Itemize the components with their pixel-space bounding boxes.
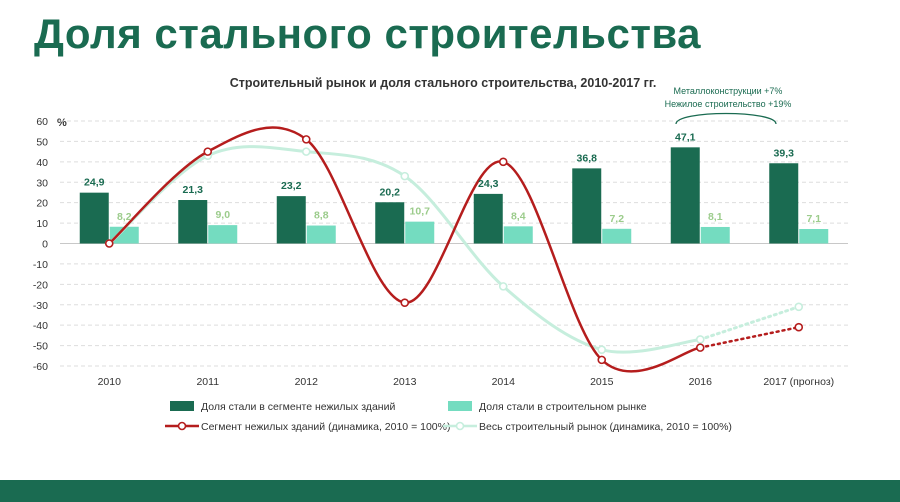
bar-market-2 [306, 225, 336, 244]
bar-nonresidential-5 [572, 168, 602, 244]
y-tick-label: 40 [36, 157, 48, 169]
y-axis-ticks: 60 50 40 30 20 10 0 -10 -20 -30 -40 -50 -60 [33, 116, 48, 373]
y-tick-label: 60 [36, 116, 48, 128]
y-tick-label: -50 [33, 341, 48, 353]
data-label: 8,1 [708, 211, 723, 223]
x-tick-label: 2016 [689, 376, 713, 388]
y-tick-label: -10 [33, 259, 48, 271]
legend-marker [455, 421, 465, 431]
lines [104, 126, 804, 373]
point-market [794, 302, 804, 312]
bar-nonresidential-6 [670, 147, 700, 244]
bar-nonresidential-7 [769, 163, 799, 244]
bar-market-3 [405, 221, 435, 244]
data-label: 9,0 [215, 209, 230, 221]
y-axis-unit: % [57, 117, 67, 129]
point-nonresidential [498, 157, 508, 167]
y-tick-label: 20 [36, 198, 48, 210]
legend-marker [177, 421, 187, 431]
data-label: 8,8 [314, 210, 329, 222]
data-label: 47,1 [675, 131, 696, 143]
chart-title: Строительный рынок и доля стального стро… [230, 76, 657, 90]
data-label: 23,2 [281, 180, 302, 192]
x-tick-label: 2017 (прогноз) [763, 376, 834, 388]
data-labels: 24,9 21,3 23,2 20,2 24,3 36,8 47,1 39,3 8,2 9,0 8,… [84, 131, 821, 225]
y-tick-label: -60 [33, 361, 48, 373]
point-nonresidential [597, 355, 607, 365]
y-tick-label: 10 [36, 218, 48, 230]
point-market [498, 282, 508, 291]
bar-market-1 [208, 225, 238, 244]
data-label: 8,4 [511, 210, 526, 222]
bar-market-4 [503, 226, 533, 244]
x-axis-ticks: 2010 2011 2012 2013 2014 2015 2016 2017 (прогно… [98, 376, 835, 388]
data-label: 24,3 [478, 178, 499, 190]
bar-nonresidential-4 [473, 193, 503, 244]
annotation: Металлоконструкции +7% Нежилое строитель… [665, 86, 792, 125]
annotation-line-2: Нежилое строительство +19% [665, 99, 792, 109]
point-market [400, 171, 410, 181]
y-tick-label: -30 [33, 300, 48, 312]
annotation-brace [675, 112, 777, 125]
page-title: Доля стального строительства [34, 10, 702, 57]
legend-bar-market: Доля стали в строительном рынке [448, 401, 647, 413]
legend-bar-nonresidential: Доля стали в сегменте нежилых зданий [170, 401, 395, 413]
y-tick-label: -40 [33, 320, 48, 332]
x-tick-label: 2012 [295, 376, 319, 388]
bar-nonresidential-3 [375, 202, 405, 244]
x-tick-label: 2010 [98, 376, 122, 388]
legend-label: Сегмент нежилых зданий (динамика, 2010 =… [201, 421, 450, 433]
x-tick-label: 2011 [196, 376, 219, 388]
legend-line-nonresidential: Сегмент нежилых зданий (динамика, 2010 =… [165, 421, 450, 433]
x-tick-label: 2014 [492, 376, 516, 388]
line-nonresidential-forecast [699, 325, 800, 349]
y-tick-label: 50 [36, 136, 48, 148]
bar-nonresidential-0 [79, 192, 109, 244]
y-tick-label: 0 [42, 239, 48, 251]
legend-line-market: Весь строительный рынок (динамика, 2010 … [443, 421, 732, 433]
x-tick-label: 2015 [590, 376, 614, 388]
point-market [695, 335, 705, 344]
data-label: 24,9 [84, 177, 105, 189]
legend-swatch [170, 401, 194, 411]
point-nonresidential [794, 322, 804, 332]
legend: Доля стали в сегменте нежилых зданий Доля… [165, 401, 732, 433]
bar-market-0 [109, 226, 139, 244]
bar-nonresidential-1 [178, 200, 208, 244]
data-label: 10,7 [410, 206, 431, 218]
annotation-line-1: Металлоконструкции +7% [674, 86, 783, 96]
point-nonresidential [203, 147, 213, 156]
y-tick-label: 30 [36, 177, 48, 189]
point-nonresidential [400, 298, 410, 308]
bar-market-6 [700, 226, 730, 244]
point-market [597, 345, 607, 354]
y-tick-label: -20 [33, 279, 48, 291]
footer-bar [0, 480, 900, 502]
bar-market-5 [602, 228, 632, 244]
line-nonresidential [108, 126, 702, 373]
point-nonresidential [695, 343, 705, 352]
legend-label: Доля стали в строительном рынке [479, 401, 647, 413]
point-nonresidential [104, 239, 114, 248]
line-market-forecast [698, 305, 801, 341]
data-label: 21,3 [183, 184, 204, 196]
data-label: 7,1 [806, 213, 821, 225]
x-tick-label: 2013 [393, 376, 417, 388]
data-label: 20,2 [380, 186, 401, 198]
bar-market-7 [799, 229, 829, 244]
data-label: 8,2 [117, 211, 132, 223]
combo-chart: Строительный рынок и доля стального стро… [33, 76, 848, 433]
data-label: 7,2 [609, 213, 624, 225]
legend-label: Доля стали в сегменте нежилых зданий [201, 401, 395, 413]
bars [79, 147, 829, 244]
legend-swatch [448, 401, 472, 411]
bar-nonresidential-2 [276, 196, 306, 244]
point-market [301, 147, 311, 156]
legend-label: Весь строительный рынок (динамика, 2010 … [479, 421, 732, 433]
point-nonresidential [301, 135, 311, 144]
data-label: 39,3 [774, 147, 795, 159]
data-label: 36,8 [577, 152, 598, 164]
